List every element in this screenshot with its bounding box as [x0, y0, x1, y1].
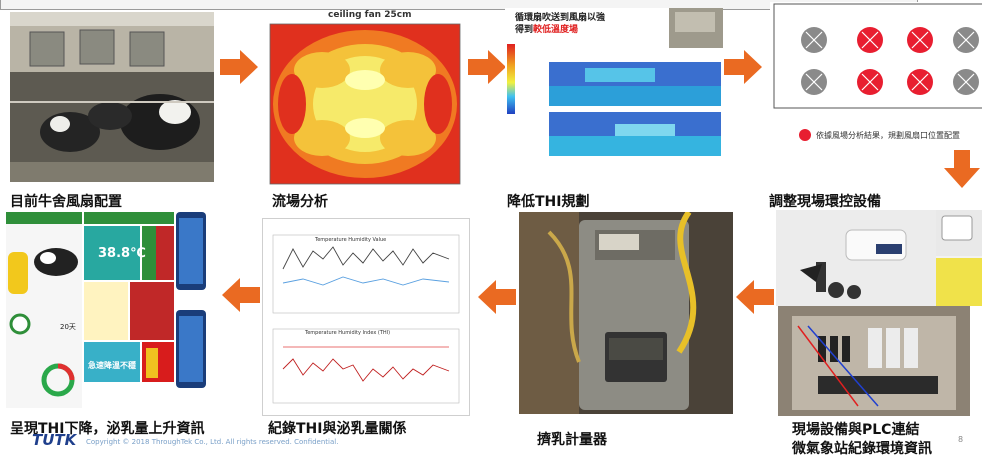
barn-photo	[10, 12, 214, 182]
caption-thi-plan: 降低THI規劃	[507, 194, 590, 210]
caption-dashboard: 呈現THI下降，泌乳量上升資訊	[10, 421, 205, 437]
plan-line-1: 循環扇吹送到風扇以強	[515, 13, 606, 23]
arrow-right-icon	[220, 50, 258, 84]
tutk-logo-text: TUTK	[32, 431, 77, 449]
arrow-down-icon	[944, 150, 980, 188]
chart-top-title: Temperature Humidity Value	[315, 237, 387, 243]
plc-cabinet-photo	[778, 306, 970, 416]
caption-barn: 目前牛舍風扇配置	[10, 194, 122, 210]
caption-plc-2: 微氣象站紀錄環境資訊	[792, 441, 932, 457]
chart-bottom-title: Temperature Humidity Index (THI)	[305, 330, 391, 336]
thi-chart-screenshot: Temperature Humidity Value Temperature H…	[262, 218, 470, 416]
page-number: 8	[958, 435, 964, 444]
caption-thi-record: 紀錄THI與泌乳量關係	[268, 421, 407, 437]
arrow-right-icon	[724, 50, 762, 84]
dashboard-status: 急速降溫不穩	[88, 361, 136, 370]
dashboard-temp: 38.8℃	[98, 246, 146, 261]
red-fan-legend-icon	[799, 129, 811, 141]
caption-plc-1: 現場設備與PLC連結	[792, 422, 920, 438]
arrow-left-icon	[222, 278, 260, 312]
milk-meter-photo	[519, 212, 733, 414]
weather-station-photo	[776, 210, 982, 306]
dashboard-days: 20天	[60, 323, 76, 331]
plan-highlight: 較低溫度場	[533, 25, 579, 35]
thi-plan-image: 循環扇吹送到風扇以強 得到較低溫度場	[505, 8, 723, 158]
legend-note: 依據風場分析結果，規劃風扇口位置配置	[816, 131, 960, 140]
caption-adjust-equipment: 調整現場環控設備	[769, 194, 881, 210]
cfd-plot	[269, 23, 461, 185]
plc-cabinet-art	[778, 306, 970, 416]
plan-line-2: 得到較低溫度場	[515, 22, 578, 35]
fan-layout-diagram: 依據風場分析結果，規劃風扇口位置配置	[770, 2, 982, 152]
dashboard-art	[6, 212, 206, 408]
tutk-logo: TUTK	[32, 431, 76, 449]
arrow-left-icon	[478, 280, 516, 314]
cfd-title: ceiling fan 25cm	[328, 10, 412, 20]
plan-sim-art	[505, 8, 723, 158]
caption-milk-meter: 擠乳計量器	[537, 432, 607, 448]
plan-line-2-prefix: 得到	[515, 25, 534, 35]
milk-meter-art	[519, 212, 733, 414]
caption-cfd: 流場分析	[272, 194, 328, 210]
dashboard-screenshot: 38.8℃ 20天 急速降溫不穩	[6, 212, 206, 408]
fan-layout-art	[773, 3, 982, 109]
arrow-left-icon	[736, 280, 774, 314]
cfd-contour-image: ceiling fan 25cm	[262, 10, 466, 186]
weather-station-art	[776, 210, 982, 306]
barn-photo-art	[10, 12, 214, 182]
copyright-text: Copyright © 2018 ThroughTek Co., Ltd. Al…	[86, 438, 339, 446]
thi-chart-art	[272, 234, 460, 404]
arrow-right-icon	[468, 50, 506, 84]
